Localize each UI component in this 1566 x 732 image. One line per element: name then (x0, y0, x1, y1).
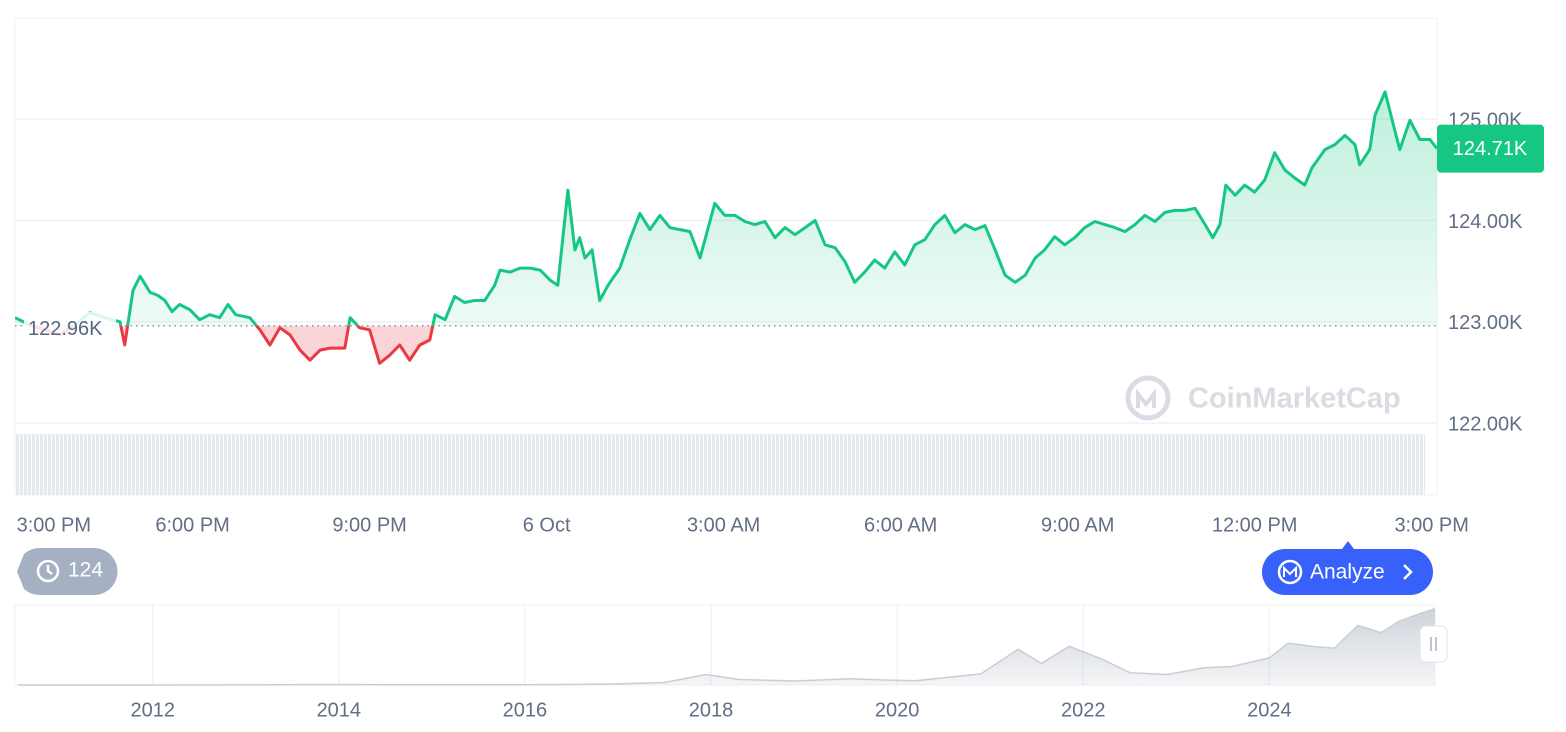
analyze-label: Analyze (1310, 561, 1385, 584)
watermark-glyph (1136, 388, 1156, 408)
x-tick-label: 9:00 PM (332, 514, 406, 536)
analyze-icon (1277, 559, 1303, 585)
handle-grip (1430, 637, 1437, 651)
watermark-logo (1125, 375, 1171, 421)
up-area (15, 91, 1437, 326)
nav-x-tick-label: 2018 (689, 699, 734, 721)
current-price-label: 124.71K (1453, 138, 1528, 160)
x-tick-label: 9:00 AM (1041, 514, 1114, 536)
history-badge[interactable]: 124 (17, 547, 118, 596)
watermark: CoinMarketCap (1125, 375, 1401, 421)
handle-box[interactable] (1419, 625, 1448, 663)
nav-x-tick-label: 2024 (1247, 699, 1292, 721)
y-tick-label: 122.00K (1448, 413, 1523, 435)
analyze-pointer (1342, 541, 1354, 549)
history-icon-hands (46, 565, 53, 575)
nav-x-tick-label: 2022 (1061, 699, 1106, 721)
down-area (15, 325, 1437, 364)
current-price-tag (1437, 124, 1544, 173)
navigator-handle[interactable] (1419, 625, 1448, 663)
y-tick-label: 124.00K (1448, 211, 1523, 233)
history-count: 124 (68, 559, 103, 582)
x-tick-label: 6:00 AM (864, 514, 937, 536)
analyze-chevron (1403, 564, 1413, 580)
nav-x-tick-label: 2016 (503, 699, 548, 721)
nav-x-tick-label: 2014 (317, 699, 362, 721)
watermark-text: CoinMarketCap (1188, 383, 1401, 415)
price-line-down (28, 325, 435, 365)
x-tick-label: 3:00 AM (687, 514, 760, 536)
x-tick-label: 6:00 PM (155, 514, 229, 536)
nav-x-tick-label: 2012 (130, 699, 175, 721)
history-pill[interactable] (17, 547, 118, 596)
x-tick-label: 12:00 PM (1212, 514, 1298, 536)
history-icon (36, 559, 60, 583)
nav-x-tick-label: 2020 (875, 699, 920, 721)
y-tick-label: 123.00K (1448, 312, 1523, 334)
nav-line (17, 607, 1436, 686)
analyze-button[interactable]: Analyze (1262, 541, 1433, 595)
analyze-icon-glyph (1283, 565, 1297, 577)
x-tick-label: 6 Oct (523, 514, 571, 536)
analyze-pill[interactable] (1262, 549, 1433, 595)
nav-area (17, 608, 1435, 685)
price-line-up (15, 90, 1437, 326)
baseline-label: 122.96K (28, 318, 103, 340)
x-tick-label: 3:00 PM (1394, 514, 1468, 536)
x-tick-label: 3:00 PM (17, 514, 91, 536)
baseline-label-bg (24, 311, 116, 340)
volume-band (15, 434, 1425, 495)
